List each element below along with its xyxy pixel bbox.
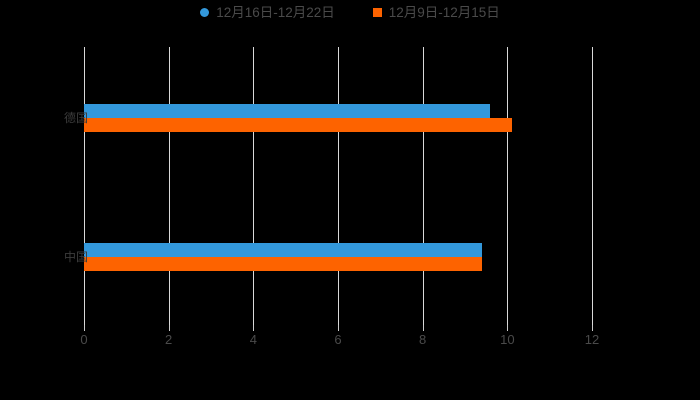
x-axis-tick-mark <box>507 325 509 331</box>
x-axis-tick-mark <box>592 325 593 331</box>
legend-item-series-1[interactable]: 12月16日-12月22日 <box>200 6 335 20</box>
bar[interactable] <box>84 104 491 118</box>
gridline <box>253 47 255 325</box>
gridline <box>507 47 509 325</box>
x-axis-tick-mark <box>422 325 424 331</box>
chart-legend: 12月16日-12月22日 12月9日-12月15日 <box>0 6 700 20</box>
category-label: 中国 <box>63 250 88 264</box>
category-label: 德国 <box>63 111 88 125</box>
x-axis-tick-mark <box>168 325 170 331</box>
x-axis-tick-mark <box>84 325 85 331</box>
x-axis-tick-label: 12 <box>584 332 600 347</box>
gridline <box>592 47 593 325</box>
bar[interactable] <box>84 243 482 257</box>
x-axis-tick-label: 2 <box>165 332 173 347</box>
x-axis-tick-label: 10 <box>500 332 515 347</box>
bar[interactable] <box>84 257 482 271</box>
legend-marker-square-icon <box>372 8 382 18</box>
legend-item-series-2[interactable]: 12月9日-12月15日 <box>372 5 500 20</box>
legend-marker-circle-icon <box>200 8 210 18</box>
gridline <box>84 47 85 325</box>
legend-label-series-2: 12月9日-12月15日 <box>388 5 500 20</box>
x-axis-tick-label: 4 <box>249 332 257 347</box>
gridline <box>168 47 170 325</box>
gridline <box>338 47 339 325</box>
x-axis-tick-mark <box>338 325 339 331</box>
gridline <box>422 47 424 325</box>
x-axis-tick-mark <box>253 325 255 331</box>
legend-label-series-1: 12月16日-12月22日 <box>216 5 335 20</box>
bar[interactable] <box>84 118 512 132</box>
x-axis-tick-label: 0 <box>80 332 88 347</box>
x-axis-tick-label: 6 <box>334 332 342 347</box>
x-axis-tick-label: 8 <box>419 332 427 347</box>
plot-area <box>84 47 593 325</box>
